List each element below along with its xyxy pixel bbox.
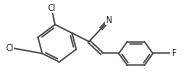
Text: F: F (171, 49, 176, 58)
Text: N: N (105, 16, 112, 25)
Text: Cl: Cl (47, 4, 56, 13)
Text: Cl: Cl (5, 44, 13, 53)
